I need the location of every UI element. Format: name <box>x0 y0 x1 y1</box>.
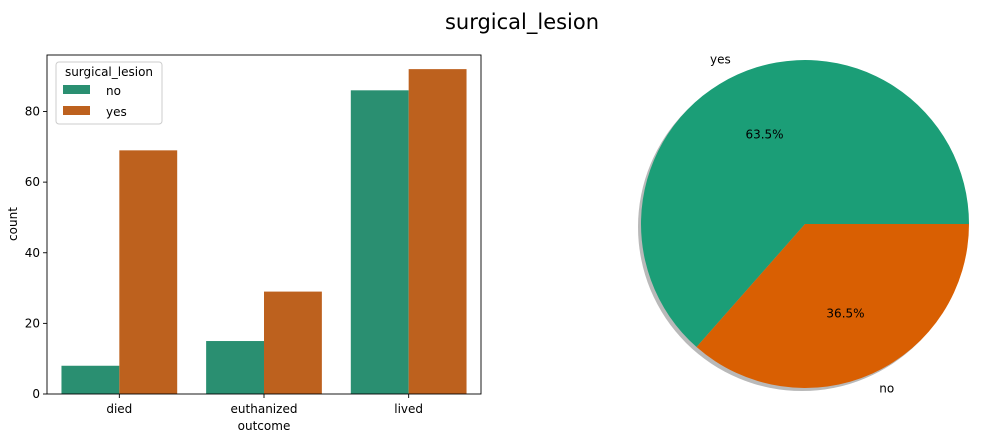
legend-swatch-no <box>63 85 90 94</box>
x-axis-ticks: died euthanized lived <box>106 394 423 416</box>
y-axis-ticks: 0 20 40 60 80 <box>25 105 47 401</box>
bar-euthanized-no <box>206 341 264 394</box>
y-axis-label: count <box>6 207 20 241</box>
bar-euthanized-yes <box>264 291 322 394</box>
pie-chart: yes 63.5% no 36.5% <box>638 53 969 395</box>
x-tick-label-lived: lived <box>394 402 423 416</box>
legend-label-yes: yes <box>106 105 127 119</box>
pie-label-yes: yes <box>710 53 731 67</box>
legend: surgical_lesion no yes <box>55 61 163 125</box>
y-tick-label-20: 20 <box>25 316 40 330</box>
y-tick-label-60: 60 <box>25 175 40 189</box>
y-tick-label-0: 0 <box>32 387 40 401</box>
bar-lived-no <box>350 90 409 394</box>
y-tick-label-80: 80 <box>25 105 40 119</box>
y-tick-label-40: 40 <box>25 246 40 260</box>
bar-died-no <box>61 365 120 394</box>
pie-pct-yes: 63.5% <box>745 127 783 141</box>
pie-slice-no <box>696 224 969 388</box>
bar-lived-yes <box>408 69 467 394</box>
bar-group <box>61 69 467 394</box>
pie-label-no: no <box>879 381 894 395</box>
bar-died-yes <box>119 150 178 394</box>
x-tick-label-died: died <box>106 402 132 416</box>
x-axis-label: outcome <box>238 419 291 433</box>
legend-label-no: no <box>106 84 121 98</box>
pie-pct-no: 36.5% <box>826 307 864 321</box>
figure-title: surgical_lesion <box>445 10 599 35</box>
legend-swatch-yes <box>63 106 90 115</box>
x-tick-label-euthanized: euthanized <box>231 402 298 416</box>
legend-title: surgical_lesion <box>65 65 153 79</box>
pie-slice-yes <box>641 59 969 348</box>
bar-chart: 0 20 40 60 80 died euthanized lived outcome co… <box>6 54 482 433</box>
